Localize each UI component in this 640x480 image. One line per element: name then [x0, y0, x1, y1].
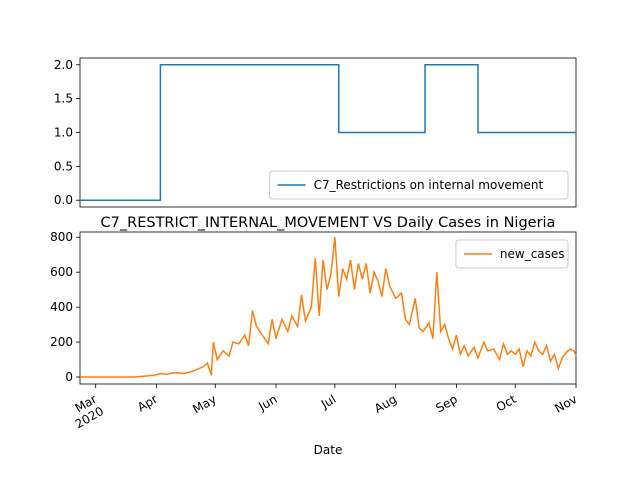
- x-tick-label: Oct: [494, 392, 519, 415]
- x-tick-label: Sep: [433, 392, 460, 415]
- y-tick-label: 800: [50, 230, 73, 244]
- x-tick-label: Apr: [135, 392, 160, 415]
- y-tick-label: 0.0: [54, 193, 73, 207]
- y-tick-label: 1.0: [54, 126, 73, 140]
- y-tick-label: 600: [50, 265, 73, 279]
- legend-box: [455, 239, 569, 269]
- legend-label: C7_Restrictions on internal movement: [314, 178, 544, 192]
- x-tick-label: Aug: [372, 392, 399, 416]
- x-tick-label: Nov: [552, 392, 579, 416]
- y-tick-label: 0.5: [54, 159, 73, 173]
- y-tick-label: 400: [50, 300, 73, 314]
- y-tick-label: 2.0: [54, 58, 73, 72]
- y-tick-label: 1.5: [54, 92, 73, 106]
- x-tick-label: Mar2020: [66, 392, 106, 431]
- series-line: [80, 64, 576, 201]
- chart-title: C7_RESTRICT_INTERNAL_MOVEMENT VS Daily C…: [101, 215, 556, 231]
- y-tick-label: 0: [65, 370, 73, 384]
- x-axis-label: Date: [314, 443, 343, 457]
- y-tick-label: 200: [50, 335, 73, 349]
- x-tick-label: Jun: [255, 392, 279, 414]
- plot-frame: [79, 231, 577, 385]
- x-tick-label: May: [190, 392, 218, 417]
- legend-box: [269, 170, 569, 200]
- x-tick-label: Jul: [318, 392, 338, 412]
- series-line: [80, 237, 577, 378]
- legend-label: new_cases: [500, 247, 565, 261]
